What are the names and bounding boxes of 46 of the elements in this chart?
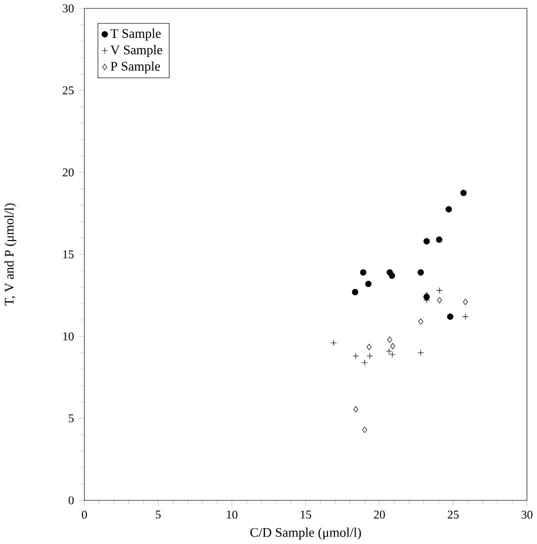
- x-axis-title: C/D Sample (μmol/l): [250, 528, 361, 540]
- y-tick-label: 10: [63, 332, 74, 340]
- point: [388, 351, 396, 358]
- point: [436, 287, 443, 294]
- y-tick-label: 15: [63, 250, 74, 258]
- y-axis-title: T, V and P (μmol/l): [4, 203, 16, 306]
- point: [365, 280, 372, 288]
- legend-label: T Sample: [110, 28, 161, 41]
- x-tick-label: 10: [226, 510, 238, 519]
- x-tick-label: 0: [82, 510, 87, 519]
- point: [446, 314, 454, 320]
- y-tick-label: 0: [68, 496, 74, 504]
- point: [352, 352, 359, 360]
- point: [387, 336, 392, 343]
- point: [366, 344, 372, 350]
- point: [362, 426, 367, 433]
- y-tick-label: 30: [62, 4, 74, 12]
- y-tick-label: 5: [68, 414, 74, 422]
- point: [460, 190, 467, 196]
- legend-label: P Sample: [110, 61, 160, 74]
- point: [361, 359, 368, 366]
- x-tick-label: 20: [374, 510, 385, 519]
- point: [418, 318, 424, 325]
- point: [388, 272, 396, 279]
- point: [386, 348, 392, 354]
- point: [436, 236, 442, 243]
- point: [436, 297, 442, 304]
- point: [417, 350, 424, 356]
- x-tick-label: 15: [300, 510, 312, 519]
- point: [445, 206, 452, 212]
- point: [423, 238, 430, 244]
- legend-label: V Sample: [110, 45, 162, 58]
- point: [462, 314, 468, 320]
- point: [353, 406, 358, 412]
- point: [352, 288, 358, 296]
- point: [462, 298, 468, 306]
- point: [366, 352, 373, 360]
- x-tick-label: 5: [156, 510, 161, 518]
- point: [360, 269, 366, 276]
- x-tick-label: 30: [521, 510, 532, 519]
- point: [330, 340, 337, 346]
- y-tick-label: 25: [62, 86, 74, 94]
- y-tick-label: 20: [62, 168, 74, 176]
- point: [390, 343, 396, 350]
- x-tick-label: 25: [448, 510, 459, 519]
- point: [417, 269, 424, 276]
